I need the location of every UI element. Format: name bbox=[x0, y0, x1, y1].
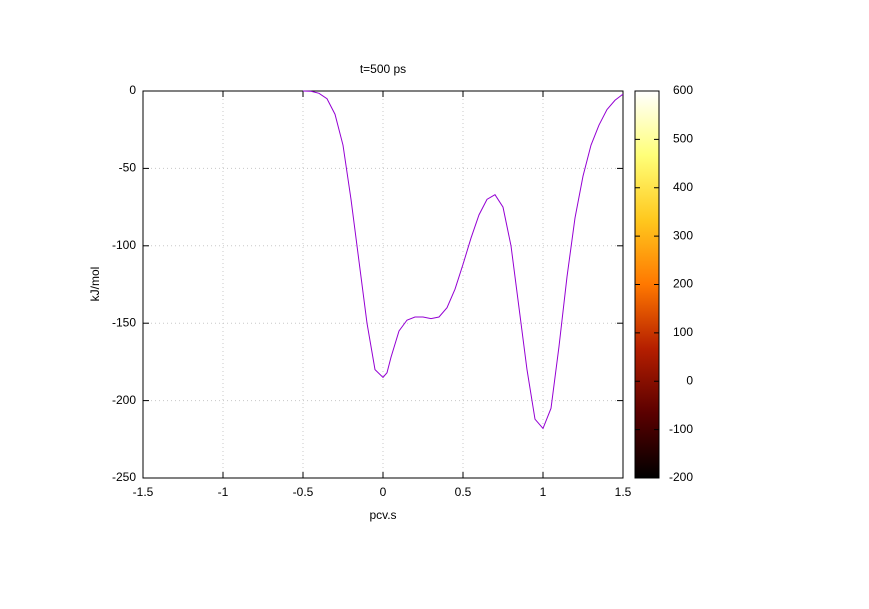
y-tick-label: 0 bbox=[129, 83, 136, 97]
x-axis-label: pcv.s bbox=[369, 508, 396, 522]
y-tick-label: -200 bbox=[112, 393, 136, 407]
colorbar-tick-label: 0 bbox=[686, 373, 693, 387]
y-tick-label: -100 bbox=[112, 238, 136, 252]
x-tick-label: 0.5 bbox=[455, 485, 472, 499]
chart-title: t=500 ps bbox=[360, 62, 406, 76]
y-tick-label: -150 bbox=[112, 315, 136, 329]
plot-frame bbox=[142, 90, 624, 479]
y-tick-label: -250 bbox=[112, 470, 136, 484]
x-tick-label: -1.5 bbox=[133, 485, 154, 499]
x-tick-label: -0.5 bbox=[293, 485, 314, 499]
colorbar-tick-label: 600 bbox=[673, 83, 693, 97]
x-tick-label: -1 bbox=[218, 485, 229, 499]
y-tick-label: -50 bbox=[119, 161, 137, 175]
data-line bbox=[302, 90, 624, 430]
colorbar-tick-label: -100 bbox=[669, 422, 693, 436]
colorbar-tick-label: 400 bbox=[673, 180, 693, 194]
x-tick-label: 1.5 bbox=[615, 485, 632, 499]
colorbar-tick-label: 500 bbox=[673, 132, 693, 146]
y-axis-label: kJ/mol bbox=[88, 267, 102, 302]
colorbar-tick-label: -200 bbox=[669, 470, 693, 484]
colorbar-tick-label: 200 bbox=[673, 277, 693, 291]
x-tick-label: 1 bbox=[540, 485, 547, 499]
x-tick-label: 0 bbox=[380, 485, 387, 499]
colorbar-tick-label: 300 bbox=[673, 228, 693, 242]
colorbar-tick-label: 100 bbox=[673, 325, 693, 339]
